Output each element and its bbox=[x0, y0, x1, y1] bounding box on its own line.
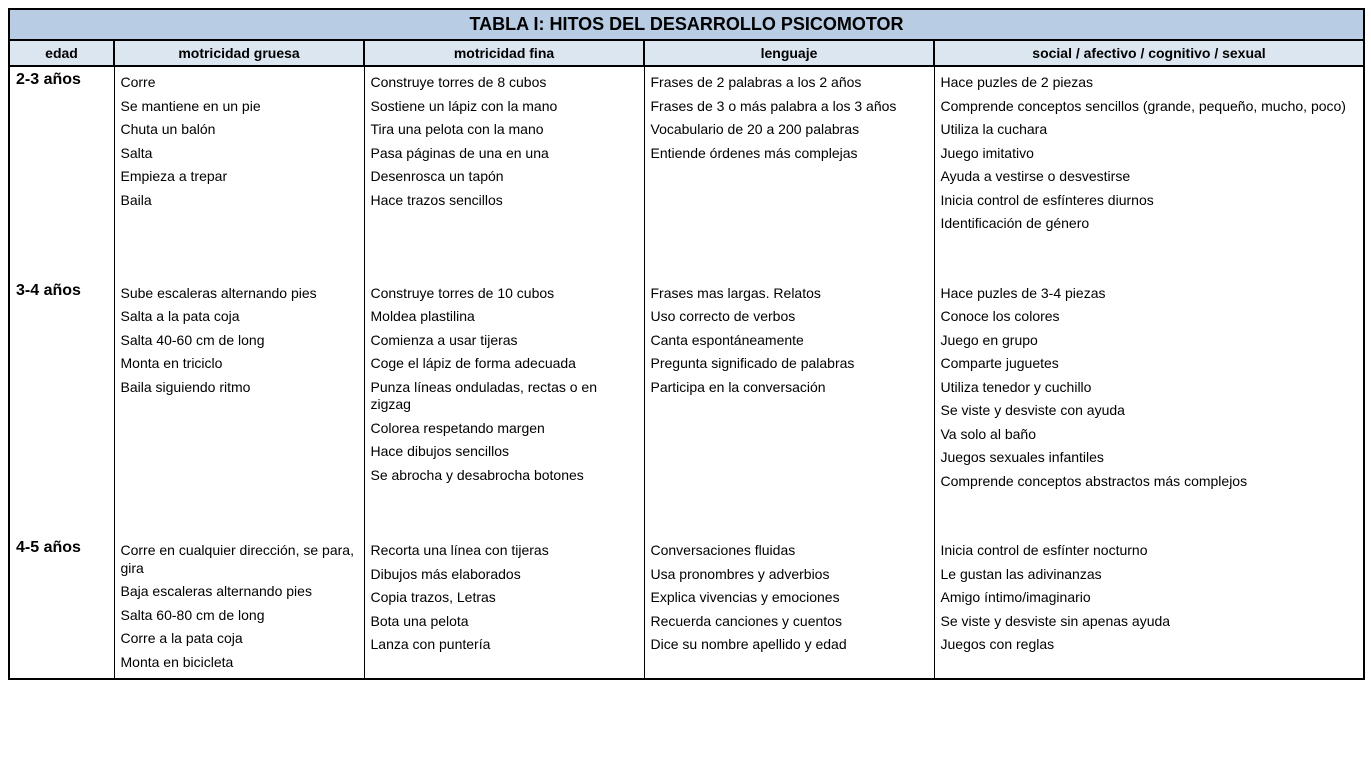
list-item: Comienza a usar tijeras bbox=[371, 329, 638, 353]
list-item: Desenrosca un tapón bbox=[371, 165, 638, 189]
list-item: Se abrocha y desabrocha botones bbox=[371, 464, 638, 488]
list-item: Sostiene un lápiz con la mano bbox=[371, 95, 638, 119]
list-item: Participa en la conversación bbox=[651, 376, 928, 400]
col-header-edad: edad bbox=[9, 40, 114, 66]
list-item: Conversaciones fluidas bbox=[651, 539, 928, 563]
list-item: Identificación de género bbox=[941, 212, 1358, 236]
cell-gruesa: Sube escaleras alternando piesSalta a la… bbox=[114, 278, 364, 498]
list-item: Se viste y desviste sin apenas ayuda bbox=[941, 610, 1358, 634]
list-item: Hace puzles de 3-4 piezas bbox=[941, 282, 1358, 306]
list-item: Juego imitativo bbox=[941, 142, 1358, 166]
col-header-social: social / afectivo / cognitivo / sexual bbox=[934, 40, 1364, 66]
cell-lenguaje: Frases de 2 palabras a los 2 añosFrases … bbox=[644, 66, 934, 240]
list-item: Corre a la pata coja bbox=[121, 627, 358, 651]
list-item: Comprende conceptos sencillos (grande, p… bbox=[941, 95, 1358, 119]
col-header-gruesa: motricidad gruesa bbox=[114, 40, 364, 66]
list-item: Punza líneas onduladas, rectas o en zigz… bbox=[371, 376, 638, 417]
list-item: Se viste y desviste con ayuda bbox=[941, 399, 1358, 423]
list-item: Salta a la pata coja bbox=[121, 305, 358, 329]
list-item: Inicia control de esfínteres diurnos bbox=[941, 189, 1358, 213]
list-item: Moldea plastilina bbox=[371, 305, 638, 329]
header-row: edad motricidad gruesa motricidad fina l… bbox=[9, 40, 1364, 66]
list-item: Bota una pelota bbox=[371, 610, 638, 634]
list-item: Juegos sexuales infantiles bbox=[941, 446, 1358, 470]
list-item: Corre en cualquier dirección, se para, g… bbox=[121, 539, 358, 580]
list-item: Conoce los colores bbox=[941, 305, 1358, 329]
list-item: Monta en triciclo bbox=[121, 352, 358, 376]
list-item: Recorta una línea con tijeras bbox=[371, 539, 638, 563]
list-item: Frases de 2 palabras a los 2 años bbox=[651, 71, 928, 95]
list-item: Sube escaleras alternando pies bbox=[121, 282, 358, 306]
list-item: Monta en bicicleta bbox=[121, 651, 358, 675]
list-item: Empieza a trepar bbox=[121, 165, 358, 189]
list-item: Inicia control de esfínter nocturno bbox=[941, 539, 1358, 563]
cell-lenguaje: Frases mas largas. RelatosUso correcto d… bbox=[644, 278, 934, 498]
cell-fina: Recorta una línea con tijerasDibujos más… bbox=[364, 535, 644, 679]
cell-fina: Construye torres de 8 cubosSostiene un l… bbox=[364, 66, 644, 240]
list-item: Entiende órdenes más complejas bbox=[651, 142, 928, 166]
list-item: Corre bbox=[121, 71, 358, 95]
list-item: Salta 60-80 cm de long bbox=[121, 604, 358, 628]
list-item: Frases mas largas. Relatos bbox=[651, 282, 928, 306]
list-item: Recuerda canciones y cuentos bbox=[651, 610, 928, 634]
list-item: Utiliza la cuchara bbox=[941, 118, 1358, 142]
list-item: Amigo íntimo/imaginario bbox=[941, 586, 1358, 610]
milestones-table: TABLA I: HITOS DEL DESARROLLO PSICOMOTOR… bbox=[8, 8, 1365, 680]
list-item: Explica vivencias y emociones bbox=[651, 586, 928, 610]
list-item: Baja escaleras alternando pies bbox=[121, 580, 358, 604]
list-item: Baila siguiendo ritmo bbox=[121, 376, 358, 400]
list-item: Salta bbox=[121, 142, 358, 166]
list-item: Hace trazos sencillos bbox=[371, 189, 638, 213]
list-item: Copia trazos, Letras bbox=[371, 586, 638, 610]
list-item: Chuta un balón bbox=[121, 118, 358, 142]
list-item: Comparte juguetes bbox=[941, 352, 1358, 376]
table-row: 2-3 añosCorreSe mantiene en un pieChuta … bbox=[9, 66, 1364, 240]
table-row: 3-4 añosSube escaleras alternando piesSa… bbox=[9, 278, 1364, 498]
list-item: Canta espontáneamente bbox=[651, 329, 928, 353]
list-item: Vocabulario de 20 a 200 palabras bbox=[651, 118, 928, 142]
list-item: Pregunta significado de palabras bbox=[651, 352, 928, 376]
list-item: Usa pronombres y adverbios bbox=[651, 563, 928, 587]
list-item: Hace puzles de 2 piezas bbox=[941, 71, 1358, 95]
list-item: Juegos con reglas bbox=[941, 633, 1358, 657]
list-item: Lanza con puntería bbox=[371, 633, 638, 657]
list-item: Va solo al baño bbox=[941, 423, 1358, 447]
list-item: Colorea respetando margen bbox=[371, 417, 638, 441]
list-item: Dice su nombre apellido y edad bbox=[651, 633, 928, 657]
list-item: Utiliza tenedor y cuchillo bbox=[941, 376, 1358, 400]
list-item: Ayuda a vestirse o desvestirse bbox=[941, 165, 1358, 189]
cell-social: Hace puzles de 2 piezasComprende concept… bbox=[934, 66, 1364, 240]
cell-gruesa: CorreSe mantiene en un pieChuta un balón… bbox=[114, 66, 364, 240]
title-row: TABLA I: HITOS DEL DESARROLLO PSICOMOTOR bbox=[9, 9, 1364, 40]
age-cell: 2-3 años bbox=[9, 66, 114, 240]
age-cell: 3-4 años bbox=[9, 278, 114, 498]
cell-gruesa: Corre en cualquier dirección, se para, g… bbox=[114, 535, 364, 679]
list-item: Comprende conceptos abstractos más compl… bbox=[941, 470, 1358, 494]
list-item: Se mantiene en un pie bbox=[121, 95, 358, 119]
col-header-lenguaje: lenguaje bbox=[644, 40, 934, 66]
cell-social: Inicia control de esfínter nocturnoLe gu… bbox=[934, 535, 1364, 679]
col-header-fina: motricidad fina bbox=[364, 40, 644, 66]
list-item: Tira una pelota con la mano bbox=[371, 118, 638, 142]
list-item: Salta 40-60 cm de long bbox=[121, 329, 358, 353]
list-item: Le gustan las adivinanzas bbox=[941, 563, 1358, 587]
list-item: Dibujos más elaborados bbox=[371, 563, 638, 587]
cell-social: Hace puzles de 3-4 piezasConoce los colo… bbox=[934, 278, 1364, 498]
spacer-row bbox=[9, 240, 1364, 278]
list-item: Construye torres de 8 cubos bbox=[371, 71, 638, 95]
age-cell: 4-5 años bbox=[9, 535, 114, 679]
list-item: Juego en grupo bbox=[941, 329, 1358, 353]
list-item: Frases de 3 o más palabra a los 3 años bbox=[651, 95, 928, 119]
table-title: TABLA I: HITOS DEL DESARROLLO PSICOMOTOR bbox=[9, 9, 1364, 40]
list-item: Coge el lápiz de forma adecuada bbox=[371, 352, 638, 376]
spacer-row bbox=[9, 497, 1364, 535]
cell-fina: Construye torres de 10 cubosMoldea plast… bbox=[364, 278, 644, 498]
list-item: Pasa páginas de una en una bbox=[371, 142, 638, 166]
list-item: Uso correcto de verbos bbox=[651, 305, 928, 329]
list-item: Hace dibujos sencillos bbox=[371, 440, 638, 464]
list-item: Construye torres de 10 cubos bbox=[371, 282, 638, 306]
list-item: Baila bbox=[121, 189, 358, 213]
cell-lenguaje: Conversaciones fluidasUsa pronombres y a… bbox=[644, 535, 934, 679]
table-row: 4-5 añosCorre en cualquier dirección, se… bbox=[9, 535, 1364, 679]
